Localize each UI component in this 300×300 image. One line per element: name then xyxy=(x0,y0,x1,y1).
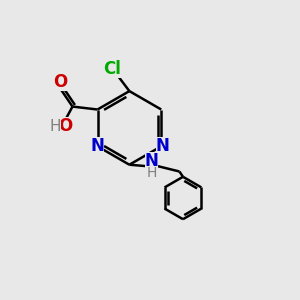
Text: Cl: Cl xyxy=(103,60,121,78)
Text: O: O xyxy=(54,74,68,92)
Text: N: N xyxy=(145,152,158,170)
Text: O: O xyxy=(58,117,72,135)
Text: H: H xyxy=(49,119,61,134)
Text: N: N xyxy=(156,137,170,155)
Text: H: H xyxy=(146,166,157,180)
Text: N: N xyxy=(91,137,104,155)
